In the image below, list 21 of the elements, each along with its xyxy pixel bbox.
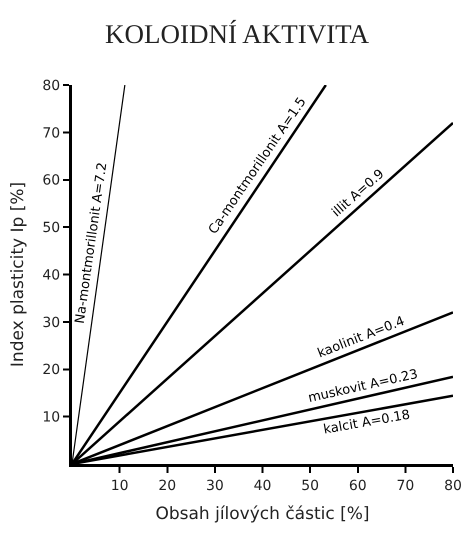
x-tick-label: 70 [396, 478, 414, 494]
x-tick-label: 80 [444, 478, 462, 494]
x-axis-title: Obsah jílových částic [%] [155, 504, 370, 524]
y-tick-label: 60 [42, 172, 60, 189]
x-tick-label: 20 [158, 478, 176, 494]
text: muskovit A=0.23 [306, 366, 420, 406]
x-tick-label: 30 [206, 478, 224, 494]
y-tick-label: 50 [42, 220, 60, 236]
y-tick-label: 80 [42, 78, 60, 94]
x-tick-label: 10 [110, 478, 129, 494]
x-tick-label: 60 [348, 478, 367, 494]
text: kalcit A=0.18 [322, 408, 412, 438]
y-tick-label: 70 [42, 125, 60, 142]
y-axis-title: Index plasticity Ip [%] [8, 182, 28, 368]
y-tick-label: 20 [42, 362, 60, 378]
y-tick-label: 30 [42, 314, 60, 331]
y-tick-label: 10 [42, 410, 60, 426]
x-tick-label: 40 [254, 478, 272, 494]
y-tick-label: 40 [42, 267, 60, 284]
x-tick-label: 50 [301, 478, 320, 494]
chart-title: KOLOIDNÍ AKTIVITA [104, 18, 370, 49]
